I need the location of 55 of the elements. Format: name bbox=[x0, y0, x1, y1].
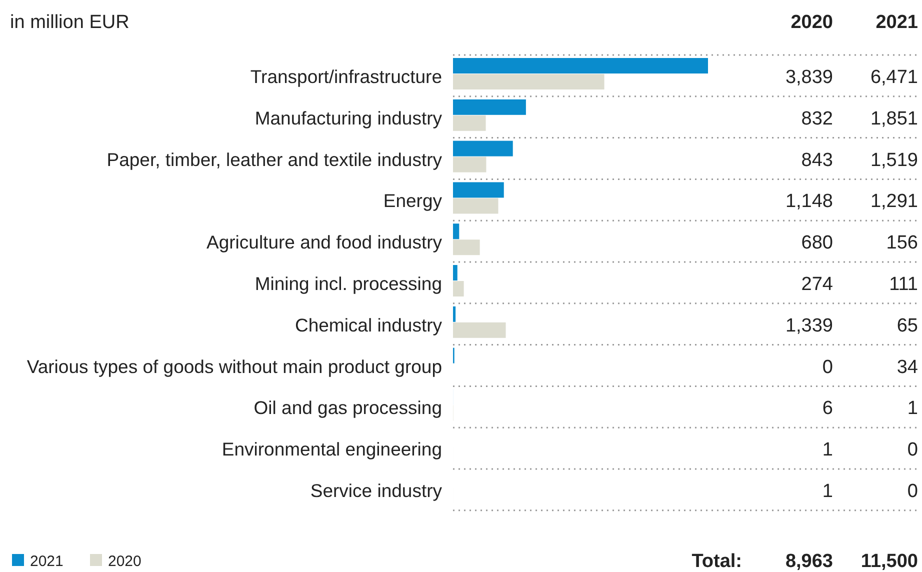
data-label: 680 bbox=[801, 232, 833, 254]
bar bbox=[453, 140, 513, 156]
y-tick-label: Transport/infrastructure bbox=[250, 66, 442, 87]
bar bbox=[453, 224, 460, 240]
data-label: 1 bbox=[907, 398, 918, 420]
text: 2021 bbox=[876, 12, 918, 33]
y-tick-label: Service industry bbox=[310, 480, 443, 501]
bar bbox=[453, 74, 604, 90]
data-label: 0 bbox=[907, 481, 918, 502]
text: 2020 bbox=[790, 12, 833, 33]
data-label: 6,471 bbox=[870, 67, 918, 88]
bar bbox=[453, 156, 486, 172]
text: 8,963 bbox=[785, 551, 833, 572]
legend-label: 2021 bbox=[30, 553, 64, 570]
y-tick-label: Various types of goods without main product group bbox=[26, 356, 442, 377]
data-label: 156 bbox=[886, 232, 918, 254]
data-label: 65 bbox=[896, 315, 918, 336]
data-label: 111 bbox=[889, 274, 918, 295]
data-label: 832 bbox=[801, 108, 833, 130]
bar bbox=[453, 58, 708, 74]
legend-label: 2020 bbox=[108, 553, 142, 570]
text: in million EUR bbox=[10, 12, 130, 33]
text: Total: bbox=[692, 551, 742, 572]
data-label: 1,851 bbox=[870, 108, 918, 130]
data-label: 0 bbox=[822, 356, 833, 378]
data-label: 1,291 bbox=[870, 191, 918, 212]
y-tick-label: Agriculture and food industry bbox=[206, 232, 443, 253]
y-tick-label: Mining incl. processing bbox=[254, 273, 442, 294]
y-tick-label: Chemical industry bbox=[294, 314, 443, 336]
y-tick-label: Environmental engineering bbox=[222, 438, 442, 460]
data-label: 843 bbox=[801, 150, 833, 171]
data-label: 0 bbox=[907, 440, 918, 461]
y-tick-label: Paper, timber, leather and textile industry bbox=[106, 148, 443, 170]
bar bbox=[453, 306, 456, 322]
bar bbox=[453, 265, 458, 280]
data-label: 1 bbox=[822, 440, 833, 461]
y-tick-label: Manufacturing industry bbox=[254, 107, 443, 128]
text: 11,500 bbox=[860, 551, 918, 572]
data-label: 34 bbox=[896, 356, 918, 378]
data-label: 6 bbox=[822, 398, 833, 420]
bar bbox=[453, 182, 504, 198]
bar bbox=[453, 322, 506, 338]
data-label: 3,839 bbox=[785, 67, 833, 88]
data-label: 1,519 bbox=[870, 150, 918, 171]
bar bbox=[453, 240, 480, 256]
bar bbox=[453, 281, 464, 296]
data-label: 1 bbox=[822, 481, 833, 502]
data-label: 1,148 bbox=[785, 191, 833, 212]
y-tick-label: Energy bbox=[383, 190, 443, 212]
y-tick-label: Oil and gas processing bbox=[254, 397, 442, 418]
data-label: 274 bbox=[801, 274, 834, 295]
bar bbox=[453, 99, 526, 115]
bar bbox=[453, 198, 498, 214]
bar bbox=[453, 115, 486, 131]
data-label: 1,339 bbox=[785, 315, 833, 336]
